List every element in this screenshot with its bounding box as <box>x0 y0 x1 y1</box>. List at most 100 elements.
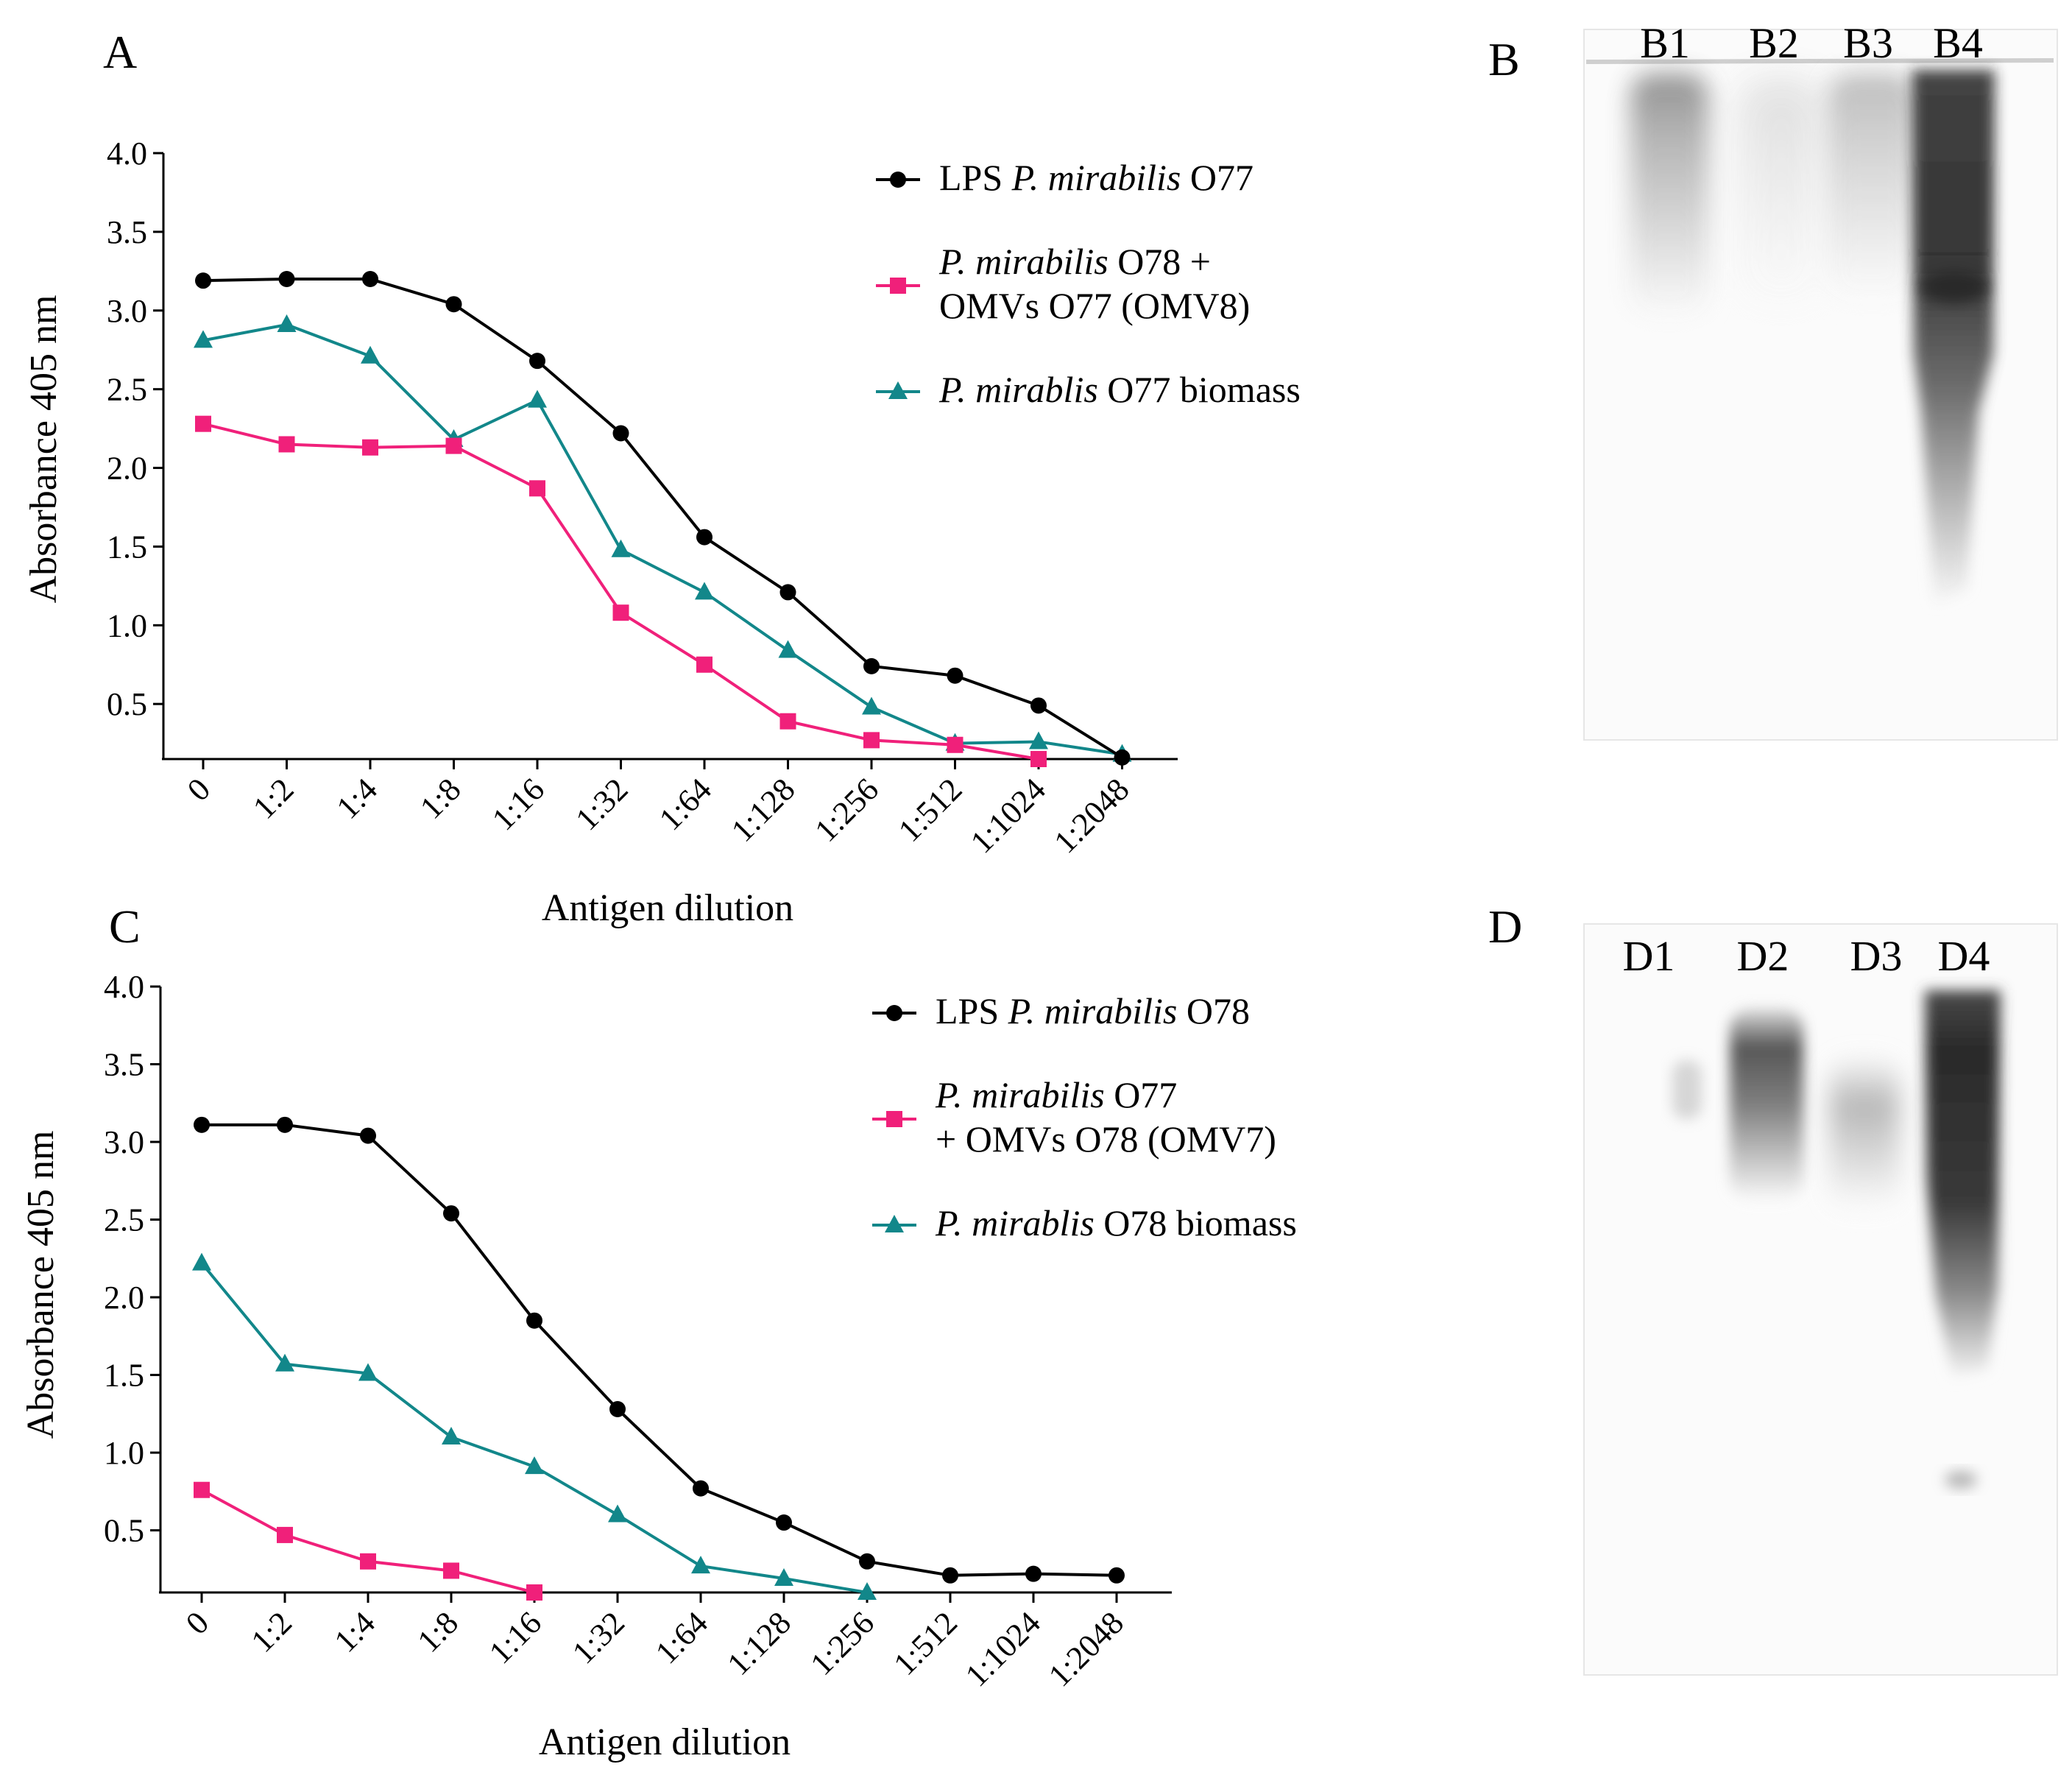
chart-a-y-tick-label: 2.0 <box>107 451 147 487</box>
gel-d-lane-2-band <box>1730 1009 1803 1200</box>
chart-c-x-tick-label: 1:16 <box>482 1604 548 1671</box>
gel-b-lane-labels: B1 B2 B3 B4 <box>1640 19 1983 67</box>
chart-c-series-1-point <box>194 1116 210 1133</box>
chart-a-x-tick-label: 1:4 <box>330 771 384 825</box>
chart-c-x-tick-label: 1:256 <box>804 1604 882 1682</box>
chart-a-series-2-point <box>445 437 462 454</box>
chart-c-x-tick-label: 1:2048 <box>1042 1604 1131 1693</box>
chart-c-series-1-point <box>443 1205 459 1222</box>
chart-c-y-tick-label: 1.5 <box>104 1358 144 1394</box>
chart-a-x-tick-label: 1:8 <box>413 771 467 825</box>
chart-c-series-1-line <box>202 1123 1117 1577</box>
chart-c-x-tick-label: 1:1024 <box>958 1604 1047 1693</box>
chart-c-series-2-point <box>443 1562 459 1579</box>
chart-a-x-tick-label: 1:32 <box>569 771 635 837</box>
gel-b: B1 B2 B3 B4 <box>1583 19 2058 741</box>
chart-c-x-tick-label: 1:2 <box>244 1604 299 1659</box>
chart-a-x-axis-title: Antigen dilution <box>542 887 793 929</box>
chart-c-series-3-point <box>358 1363 378 1381</box>
chart-a-legend-label: LPS P. mirabilis O77 <box>939 157 1254 198</box>
chart-a-legend-label: P. mirabilis O78 + <box>938 241 1211 282</box>
chart-a-series-2-point <box>779 713 796 730</box>
chart-c-x-tick-label: 1:32 <box>565 1604 632 1671</box>
chart-a-series-3-point <box>611 539 631 557</box>
chart-c-series-2-point <box>360 1553 376 1570</box>
chart-a-series-3-line <box>202 322 1122 756</box>
gel-d-lane-4-lower-spot <box>1945 1471 1977 1489</box>
chart-c-x-tick-label: 1:64 <box>648 1604 715 1671</box>
chart-a-series-1-point <box>195 272 211 289</box>
chart-a-series-3-point <box>778 640 798 658</box>
chart-c-legend: LPS P. mirabilis O78 P. mirabilis O77+ OM… <box>872 990 1297 1243</box>
chart-c-series-1-point <box>776 1514 792 1531</box>
chart-a-series-1-point <box>863 657 880 674</box>
gel-b-lane-label: B3 <box>1843 19 1893 67</box>
gel-d-lane-labels: D1 D2 D3 D4 <box>1623 932 1990 980</box>
chart-c-x-axis-title: Antigen dilution <box>539 1721 791 1763</box>
gel-b-lane-label: B4 <box>1933 19 1983 67</box>
chart-c-y-tick-label: 0.5 <box>104 1513 144 1549</box>
gel-b-lane-3-band <box>1829 74 1916 302</box>
chart-c-series-1-point <box>859 1553 875 1570</box>
chart-c-series-3-point <box>442 1426 461 1444</box>
chart-c-legend-label: LPS P. mirabilis O78 <box>936 990 1250 1031</box>
chart-a-legend-swatch-marker <box>890 172 906 188</box>
chart-a-series-3-point <box>862 696 881 715</box>
chart-a-series-2-point <box>278 436 295 453</box>
chart-a-series-2-point <box>195 415 211 432</box>
chart-c-y-tick-label: 3.5 <box>104 1047 144 1083</box>
chart-c-series-1-point <box>1025 1565 1042 1582</box>
chart-a-x-tick-label: 1:2048 <box>1047 771 1136 860</box>
chart-a-series-3-point <box>1029 731 1048 749</box>
chart-a-x-tick-label: 1:16 <box>485 771 551 837</box>
chart-a-legend: LPS P. mirabilis O77 P. mirabilis O78 +OM… <box>876 157 1301 410</box>
chart-a-y-tick-label: 3.5 <box>107 214 147 250</box>
chart-a-x-tick-label: 1:1024 <box>963 771 1053 860</box>
chart-c-series-3-point <box>608 1504 627 1523</box>
chart-a-y-tick-label: 3.0 <box>107 293 147 329</box>
chart-c-y-tick-label: 2.5 <box>104 1202 144 1238</box>
chart-a-series-1-point <box>779 584 796 601</box>
chart-a-series-1-line <box>202 278 1123 759</box>
chart-c-legend-swatch-marker <box>885 1215 904 1232</box>
chart-c-series-1-point <box>360 1127 376 1144</box>
chart-a-y-tick-label: 4.0 <box>107 135 147 172</box>
chart-c-x-tick-label: 0 <box>179 1604 216 1641</box>
chart-c-y-axis-title: Absorbance 405 nm <box>20 1131 62 1439</box>
panel-letter-a: A <box>103 26 137 78</box>
gel-d-lane-label: D4 <box>1938 932 1990 980</box>
chart-c-y-tick-label: 3.0 <box>104 1124 144 1160</box>
chart-a-series-1-point <box>529 353 545 370</box>
chart-c-x-tick-label: 1:512 <box>887 1604 965 1682</box>
chart-c-y-tick-label: 2.0 <box>104 1280 144 1316</box>
chart-a-y-tick-label: 0.5 <box>107 686 147 722</box>
gel-b-lane-label: B2 <box>1749 19 1799 67</box>
chart-a: Absorbance 405 nm Antigen dilution 0.5 1.… <box>23 135 1301 929</box>
gel-b-lane-4-band <box>1912 70 1995 604</box>
gel-d-lane-3-band <box>1830 1060 1899 1207</box>
chart-a-y-tick-label: 1.0 <box>107 607 147 643</box>
chart-a-series-2-point <box>696 656 713 673</box>
chart-a-y-axis-title: Absorbance 405 nm <box>23 295 65 604</box>
chart-c-series-1-point <box>277 1116 293 1133</box>
chart-c-series-1-point <box>609 1400 626 1417</box>
chart-a-series-2-point <box>1030 751 1047 767</box>
chart-a-legend-label: P. mirablis O77 biomass <box>938 369 1301 410</box>
gel-d-lane-label: D1 <box>1623 932 1675 980</box>
chart-a-series-1-point <box>947 667 963 684</box>
chart-a-series-1-point <box>362 271 378 288</box>
chart-a-x-tick-label: 1:128 <box>724 771 802 849</box>
chart-c-legend-label: + OMVs O78 (OMV7) <box>936 1118 1276 1160</box>
gel-d-lane-4-band <box>1925 990 2001 1377</box>
chart-c-x-tick-label: 1:4 <box>328 1604 382 1659</box>
chart-c-legend-swatch-marker <box>886 1005 902 1021</box>
chart-a-series-1-point <box>1114 749 1131 766</box>
chart-c-series-1-point <box>942 1567 958 1584</box>
gel-d-lane-label: D2 <box>1737 932 1789 980</box>
chart-c-series-3-point <box>525 1456 544 1475</box>
chart-c-series-3-point <box>774 1568 793 1587</box>
gel-b-lane-4-dark-spot <box>1921 271 1987 303</box>
chart-a-x-tick-label: 0 <box>180 771 217 808</box>
chart-a-series-2-line <box>202 422 1039 761</box>
chart-a-series-1-point <box>445 296 462 313</box>
